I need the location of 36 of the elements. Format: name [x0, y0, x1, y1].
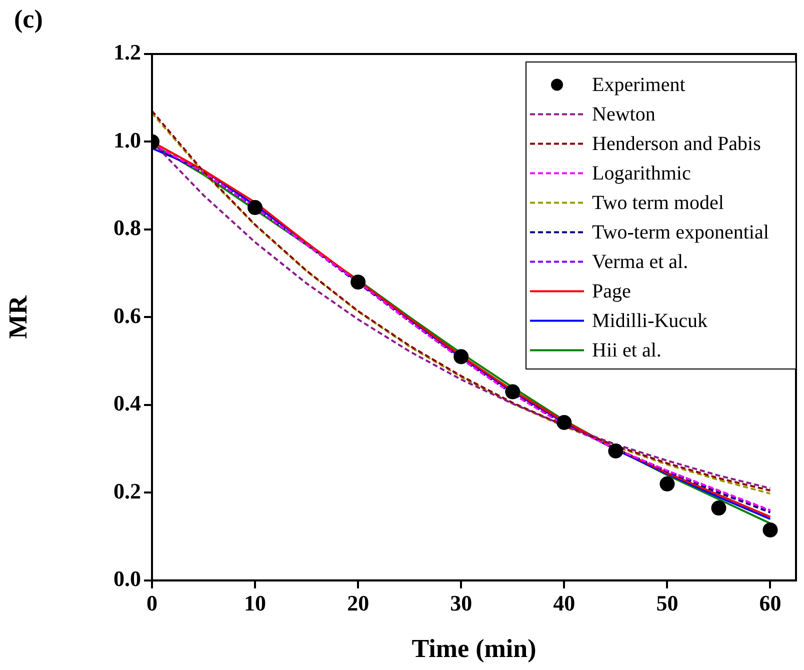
point	[505, 384, 520, 400]
legend-label: Newton	[592, 104, 656, 126]
y-tick-label: 1.2	[114, 40, 141, 65]
point	[350, 274, 366, 290]
point	[608, 443, 624, 458]
legend-label: Verma et al.	[592, 251, 688, 273]
x-tick-label: 20	[347, 590, 370, 616]
point	[660, 476, 675, 492]
x-axis-title: Time (min)	[412, 634, 536, 664]
legend-label: Page	[592, 280, 631, 302]
legend-label: Two term model	[592, 192, 724, 214]
point	[711, 500, 726, 516]
point	[248, 200, 263, 216]
legend-label: Henderson and Pabis	[592, 133, 762, 155]
x-tick-label: 60	[759, 590, 782, 616]
point	[762, 522, 778, 538]
legend-label: Experiment	[592, 74, 686, 96]
y-tick-label: 0.2	[114, 478, 141, 504]
y-tick-label: 0.6	[114, 302, 141, 328]
y-tick-label: 0.8	[114, 215, 141, 240]
point	[556, 414, 572, 430]
legend-label: Logarithmic	[592, 162, 691, 184]
point	[454, 349, 469, 364]
y-tick-label: 0.4	[114, 390, 141, 416]
x-tick-label: 30	[450, 590, 472, 616]
legend-label: Midilli-Kucuk	[592, 310, 708, 332]
y-tick-label: 0.0	[114, 566, 141, 592]
legend-label: Two-term exponential	[592, 222, 770, 244]
y-tick-label: 1.0	[114, 127, 141, 152]
text: (c)	[14, 4, 43, 34]
x-tick-label: 50	[656, 590, 678, 616]
legend-label: Hii et al.	[592, 340, 662, 362]
y-axis-title: MR	[3, 295, 32, 339]
x-tick-label: 10	[244, 590, 266, 616]
x-tick-label: 0	[146, 590, 158, 616]
x-tick-label: 40	[553, 590, 576, 616]
